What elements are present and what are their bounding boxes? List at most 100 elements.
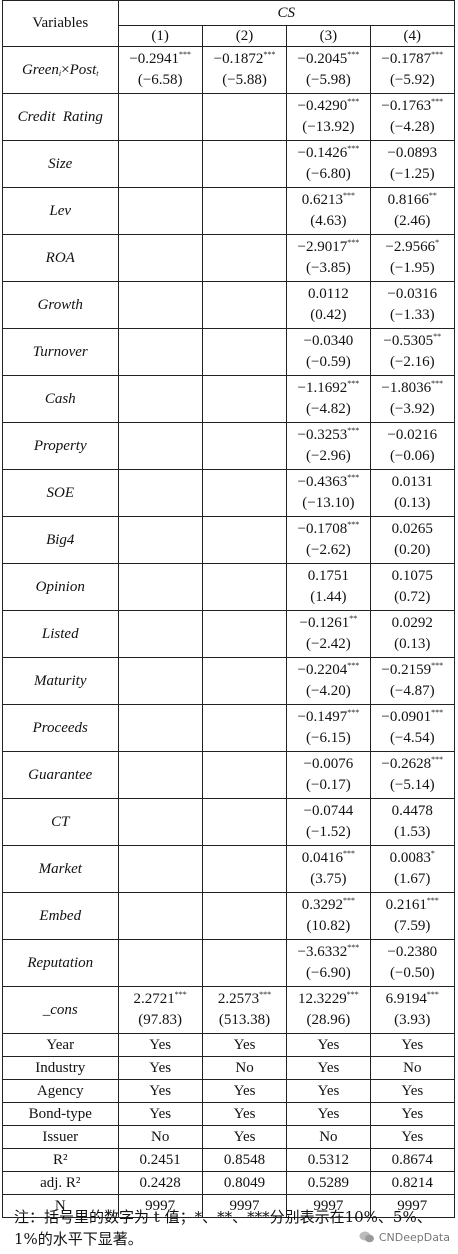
control-value: Yes: [286, 1102, 371, 1126]
coefficient-cell: −0.0076 (−0.17): [286, 751, 371, 799]
coefficient-cell: −0.0216 (−0.06): [369, 422, 456, 470]
table-row: Greeni×Postt −0.2941*** (−6.58) −0.1872***(…: [2, 46, 456, 94]
control-label: Year: [2, 1033, 119, 1057]
coefficient-cell: [201, 704, 288, 752]
control-value: Yes: [369, 1125, 456, 1149]
significance-stars: ***: [343, 849, 356, 858]
control-value: 0.8548: [201, 1148, 288, 1172]
coefficient-value: −1.8036: [381, 380, 432, 396]
table-row: Cash −1.1692*** (−4.82) −1.8036*** (−3.92): [2, 375, 456, 423]
coefficient-cell: 0.2161*** (7.59): [369, 892, 456, 940]
variable-name: Credit Rating: [2, 93, 119, 141]
column-header-4: (4): [369, 25, 456, 47]
coefficient-value: 0.2161: [385, 897, 427, 913]
coefficient-cell: [201, 469, 288, 517]
significance-stars: *: [435, 238, 440, 247]
t-statistic: (28.96): [306, 1012, 351, 1028]
significance-stars: ***: [431, 379, 444, 388]
coefficient-cell: −0.3253*** (−2.96): [286, 422, 371, 470]
significance-stars: ***: [174, 990, 187, 999]
control-value: Yes: [117, 1033, 203, 1057]
coefficient-cell: −0.1763*** (−4.28): [369, 93, 456, 141]
coefficient-value: −1.1692: [297, 380, 348, 396]
control-value: 0.2451: [117, 1148, 203, 1172]
table-row: Maturity −0.2204*** (−4.20) −0.2159*** (−4.8…: [2, 657, 456, 705]
t-statistic: (−2.62): [306, 542, 351, 558]
coefficient-cell: [117, 798, 203, 846]
control-label: adj. R²: [2, 1171, 119, 1195]
t-statistic: (−4.87): [389, 683, 435, 699]
coefficient-cell: [117, 892, 203, 940]
t-statistic: (0.20): [394, 542, 431, 558]
significance-stars: **: [349, 614, 358, 623]
significance-stars: **: [428, 191, 437, 200]
variable-name: Maturity: [2, 657, 119, 705]
t-statistic: (−1.33): [389, 307, 435, 323]
coefficient-value: 6.9194: [385, 991, 427, 1007]
coefficient-cell: −0.5305** (−2.16): [369, 328, 456, 376]
coefficient-value: 0.1751: [307, 568, 350, 584]
coefficient-value: 0.0083: [389, 850, 431, 866]
control-value: Yes: [201, 1125, 288, 1149]
coefficient-cell: −0.1872*** (−5.88): [201, 46, 288, 94]
table-row: SOE −0.4363*** (−13.10) 0.0131 (0.13): [2, 469, 456, 517]
coefficient-cell: −0.1787*** (−5.92): [369, 46, 456, 94]
coefficient-cell: [201, 751, 288, 799]
coefficient-value: −0.0901: [381, 709, 432, 725]
control-value: Yes: [117, 1102, 203, 1126]
table-row: _cons 2.2721*** (97.83) 2.2573*** (513.38) 12…: [2, 986, 456, 1034]
control-value: No: [286, 1125, 371, 1149]
coefficient-value: −0.4290: [297, 98, 348, 114]
control-row: Issuer No Yes No Yes: [2, 1125, 456, 1149]
coefficient-cell: 0.0112 (0.42): [286, 281, 371, 329]
coefficient-cell: −2.9566* (−1.95): [369, 234, 456, 282]
coefficient-cell: [117, 328, 203, 376]
table-row: Size −0.1426*** (−6.80) −0.0893 (−1.25): [2, 140, 456, 188]
control-value: No: [369, 1056, 456, 1080]
control-value: Yes: [369, 1033, 456, 1057]
variable-name: Guarantee: [2, 751, 119, 799]
variable-name: Opinion: [2, 563, 119, 611]
significance-stars: ***: [343, 191, 356, 200]
coefficient-cell: [117, 845, 203, 893]
variable-name: Property: [2, 422, 119, 470]
coefficient-cell: 0.1075 (0.72): [369, 563, 456, 611]
significance-stars: ***: [259, 990, 272, 999]
significance-stars: ***: [431, 755, 444, 764]
variable-name: Turnover: [2, 328, 119, 376]
control-row: Bond-type Yes Yes Yes Yes: [2, 1102, 456, 1126]
significance-stars: ***: [431, 97, 444, 106]
significance-stars: ***: [347, 473, 360, 482]
t-statistic: (−4.54): [389, 730, 435, 746]
t-statistic: (−6.90): [306, 965, 351, 981]
significance-stars: ***: [347, 708, 360, 717]
t-statistic: (1.44): [310, 589, 347, 605]
control-row: R² 0.2451 0.8548 0.5312 0.8674: [2, 1148, 456, 1172]
coefficient-cell: −3.6332*** (−6.90): [286, 939, 371, 987]
variable-name: Embed: [2, 892, 119, 940]
table-row: Guarantee −0.0076 (−0.17) −0.2628*** (−5.14): [2, 751, 456, 799]
coefficient-cell: [201, 516, 288, 564]
coefficient-value: −2.9017: [297, 239, 348, 255]
significance-stars: ***: [347, 50, 360, 59]
coefficient-cell: −0.1261** (−2.42): [286, 610, 371, 658]
t-statistic: (10.82): [306, 918, 351, 934]
t-statistic: (−3.85): [306, 260, 351, 276]
t-statistic: (−0.17): [306, 777, 351, 793]
control-value: Yes: [117, 1056, 203, 1080]
t-statistic: (−0.06): [389, 448, 435, 464]
coefficient-value: −0.3253: [297, 427, 348, 443]
t-statistic: (−5.88): [222, 72, 267, 88]
coefficient-value: −0.0076: [303, 756, 354, 772]
control-value: Yes: [369, 1102, 456, 1126]
coefficient-value: 0.0416: [301, 850, 344, 866]
coefficient-cell: [201, 657, 288, 705]
coefficient-value: −0.1426: [297, 145, 348, 161]
significance-stars: ***: [263, 50, 276, 59]
coefficient-value: −0.0216: [387, 427, 438, 443]
significance-stars: *: [430, 849, 435, 858]
coefficient-cell: [117, 375, 203, 423]
t-statistic: (−5.14): [389, 777, 435, 793]
coefficient-cell: [201, 234, 288, 282]
t-statistic: (1.53): [394, 824, 431, 840]
